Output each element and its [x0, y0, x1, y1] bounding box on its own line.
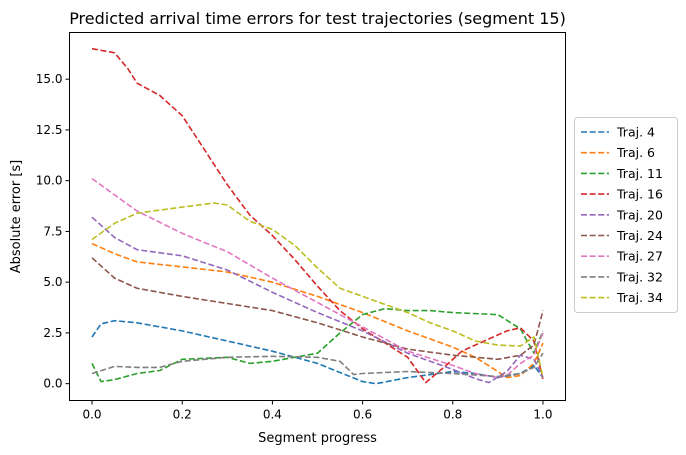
- series-line-8: [91, 202, 544, 378]
- series-line-3: [91, 47, 544, 384]
- x-tick-label: 0.6: [353, 408, 372, 422]
- legend-label: Traj. 27: [616, 249, 663, 264]
- plot-area: [91, 47, 544, 385]
- series-line-7: [91, 352, 544, 378]
- legend-box: [574, 117, 678, 313]
- x-tick-label: 0.0: [82, 408, 101, 422]
- series-line-2: [91, 307, 544, 383]
- legend-label: Traj. 20: [616, 207, 663, 222]
- series-line-4: [91, 216, 544, 384]
- y-axis: 0.0 2.5 5.0 7.5 10.0 12.5 15.0: [36, 72, 70, 391]
- x-tick-label: 0.2: [173, 408, 192, 422]
- legend-label: Traj. 6: [616, 145, 655, 160]
- x-axis-label: Segment progress: [258, 431, 377, 446]
- y-tick-label: 10.0: [36, 174, 63, 188]
- y-tick-label: 7.5: [43, 224, 62, 238]
- legend-label: Traj. 4: [616, 125, 655, 140]
- legend-label: Traj. 24: [616, 228, 663, 243]
- y-axis-label: Absolute error [s]: [9, 160, 24, 273]
- x-tick-label: 0.8: [443, 408, 462, 422]
- y-tick-label: 15.0: [36, 72, 63, 86]
- legend: Traj. 4 Traj. 6 Traj. 11 Traj. 16 Traj. 20 Tr…: [574, 117, 678, 313]
- legend-label: Traj. 11: [616, 166, 663, 181]
- x-axis: 0.0 0.2 0.4 0.6 0.8 1.0: [82, 400, 553, 422]
- axes-frame: [69, 32, 566, 401]
- series-line-6: [91, 177, 544, 379]
- legend-label: Traj. 32: [616, 269, 663, 284]
- y-tick-label: 0.0: [43, 377, 62, 391]
- series-line-1: [91, 242, 544, 379]
- x-tick-label: 0.4: [263, 408, 282, 422]
- legend-label: Traj. 16: [616, 187, 663, 202]
- series-line-5: [91, 257, 544, 361]
- chart-title: Predicted arrival time errors for test t…: [69, 9, 566, 28]
- legend-label: Traj. 34: [616, 290, 663, 305]
- x-tick-label: 1.0: [533, 408, 552, 422]
- y-tick-label: 5.0: [43, 275, 62, 289]
- y-tick-label: 12.5: [36, 123, 63, 137]
- y-tick-label: 2.5: [43, 326, 62, 340]
